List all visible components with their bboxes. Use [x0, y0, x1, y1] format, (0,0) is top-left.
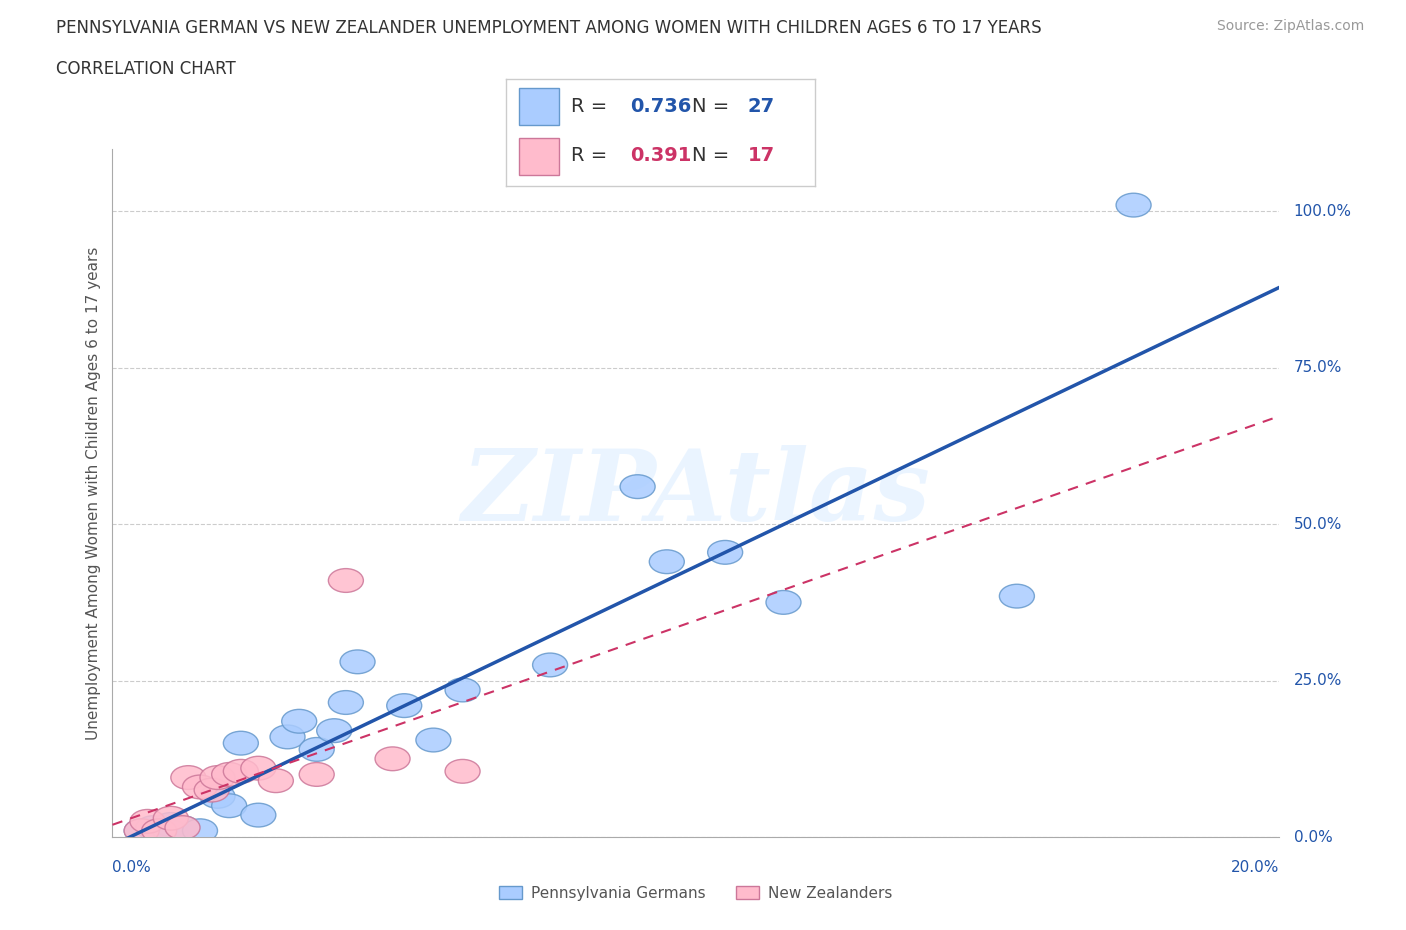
- Ellipse shape: [212, 763, 246, 787]
- Ellipse shape: [416, 728, 451, 752]
- Ellipse shape: [142, 822, 177, 845]
- Text: 50.0%: 50.0%: [1294, 517, 1341, 532]
- Text: CORRELATION CHART: CORRELATION CHART: [56, 60, 236, 78]
- Ellipse shape: [194, 778, 229, 802]
- Ellipse shape: [172, 765, 205, 790]
- Ellipse shape: [1116, 193, 1152, 217]
- Ellipse shape: [129, 809, 165, 833]
- Ellipse shape: [281, 710, 316, 733]
- Legend: Pennsylvania Germans, New Zealanders: Pennsylvania Germans, New Zealanders: [492, 878, 900, 909]
- Text: 0.0%: 0.0%: [1294, 830, 1333, 844]
- Ellipse shape: [183, 775, 218, 799]
- Ellipse shape: [224, 731, 259, 755]
- Ellipse shape: [142, 818, 177, 843]
- Bar: [519, 138, 558, 175]
- Ellipse shape: [136, 816, 172, 840]
- Ellipse shape: [446, 760, 479, 783]
- Text: 17: 17: [748, 146, 775, 165]
- Ellipse shape: [329, 691, 363, 714]
- Ellipse shape: [375, 747, 411, 771]
- Text: R =: R =: [571, 97, 613, 116]
- Text: 0.736: 0.736: [630, 97, 692, 116]
- Bar: [519, 87, 558, 125]
- Ellipse shape: [270, 725, 305, 749]
- Text: 27: 27: [748, 97, 775, 116]
- Ellipse shape: [212, 794, 246, 817]
- Ellipse shape: [165, 816, 200, 840]
- Text: N =: N =: [692, 97, 735, 116]
- Ellipse shape: [650, 550, 685, 574]
- Text: R =: R =: [571, 146, 613, 165]
- Ellipse shape: [259, 769, 294, 792]
- Text: 0.391: 0.391: [630, 146, 692, 165]
- Ellipse shape: [183, 818, 218, 843]
- Ellipse shape: [240, 756, 276, 780]
- Ellipse shape: [707, 540, 742, 565]
- Ellipse shape: [316, 719, 352, 742]
- Text: ZIPAtlas: ZIPAtlas: [461, 445, 931, 541]
- Text: 20.0%: 20.0%: [1232, 860, 1279, 875]
- Ellipse shape: [329, 568, 363, 592]
- Y-axis label: Unemployment Among Women with Children Ages 6 to 17 years: Unemployment Among Women with Children A…: [86, 246, 101, 739]
- Ellipse shape: [153, 813, 188, 836]
- Ellipse shape: [165, 816, 200, 840]
- Ellipse shape: [200, 765, 235, 790]
- Text: PENNSYLVANIA GERMAN VS NEW ZEALANDER UNEMPLOYMENT AMONG WOMEN WITH CHILDREN AGES: PENNSYLVANIA GERMAN VS NEW ZEALANDER UNE…: [56, 19, 1042, 36]
- Ellipse shape: [620, 474, 655, 498]
- Text: 100.0%: 100.0%: [1294, 204, 1351, 219]
- Ellipse shape: [153, 820, 188, 844]
- Ellipse shape: [533, 653, 568, 677]
- Ellipse shape: [124, 818, 159, 843]
- Text: Source: ZipAtlas.com: Source: ZipAtlas.com: [1216, 19, 1364, 33]
- Ellipse shape: [124, 818, 159, 843]
- Ellipse shape: [387, 694, 422, 718]
- Ellipse shape: [240, 804, 276, 827]
- Ellipse shape: [766, 591, 801, 615]
- Ellipse shape: [299, 737, 335, 762]
- Text: 0.0%: 0.0%: [112, 860, 152, 875]
- Text: 25.0%: 25.0%: [1294, 673, 1341, 688]
- Text: 75.0%: 75.0%: [1294, 360, 1341, 376]
- Ellipse shape: [1000, 584, 1035, 608]
- Ellipse shape: [153, 806, 188, 830]
- Ellipse shape: [200, 784, 235, 808]
- Ellipse shape: [340, 650, 375, 673]
- Text: N =: N =: [692, 146, 735, 165]
- Ellipse shape: [299, 763, 335, 787]
- Ellipse shape: [224, 760, 259, 783]
- Ellipse shape: [446, 678, 479, 702]
